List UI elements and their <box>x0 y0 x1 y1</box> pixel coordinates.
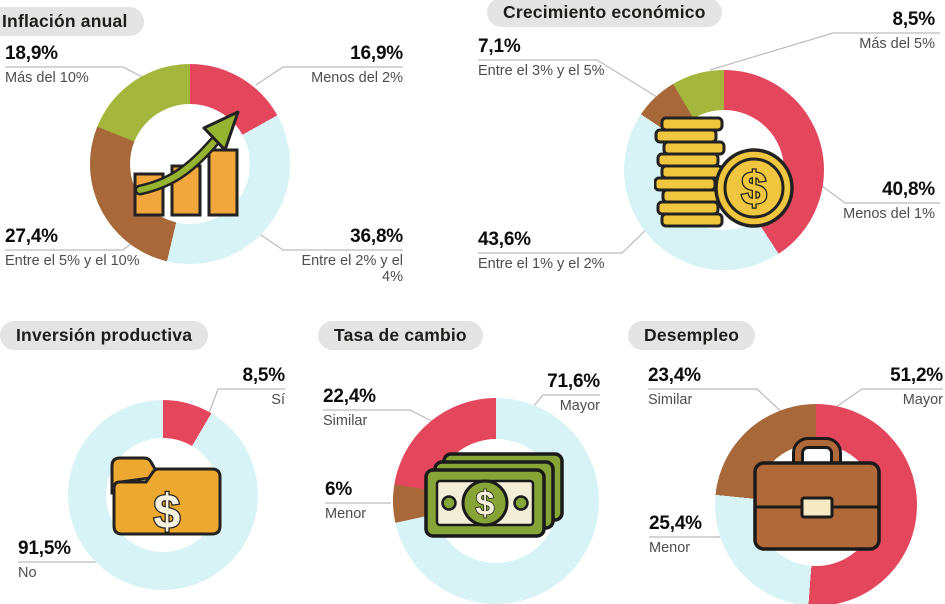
segment-name: Mayor <box>902 392 943 408</box>
segment-name: Menos del 2% <box>311 70 403 86</box>
segment-label: 8,5% Sí <box>185 365 285 409</box>
segment-name: Entre el 2% y el 4% <box>301 253 403 285</box>
segment-percent: 18,9% <box>5 43 58 64</box>
segment-name: Menos del 1% <box>843 206 935 222</box>
segment-percent: 25,4% <box>649 513 702 534</box>
segment-percent: 36,8% <box>350 226 403 247</box>
segment-label: 6% Menor <box>325 479 435 523</box>
segment-label: 43,6% Entre el 1% y el 2% <box>478 229 628 273</box>
chart-title: Tasa de cambio <box>318 321 483 350</box>
segment-label: 7,1% Entre el 3% y el 5% <box>478 36 628 80</box>
segment-label: 91,5% No <box>18 538 158 582</box>
chart-title: Inversión productiva <box>0 321 209 350</box>
coin-stack-icon: $ <box>654 116 794 228</box>
segment-name: Entre el 1% y el 2% <box>478 256 605 272</box>
segment-name: Sí <box>271 392 285 408</box>
chart-title: Desempleo <box>628 321 756 350</box>
segment-percent: 91,5% <box>18 538 71 559</box>
segment-name: Más del 5% <box>859 36 935 52</box>
segment-label: 22,4% Similar <box>323 386 433 430</box>
segment-percent: 8,5% <box>242 365 285 386</box>
segment-name: No <box>18 565 37 581</box>
segment-name: Entre el 3% y el 5% <box>478 63 605 79</box>
money-folder-icon: $ <box>110 456 222 540</box>
segment-label: 8,5% Más del 5% <box>805 9 935 53</box>
svg-text:$: $ <box>154 486 181 539</box>
segment-label: 36,8% Entre el 2% y el 4% <box>278 226 403 286</box>
banknotes-icon: $ <box>424 452 564 538</box>
svg-text:$: $ <box>741 162 767 214</box>
segment-name: Menor <box>325 506 367 522</box>
segment-label: 18,9% Más del 10% <box>5 43 130 87</box>
segment-label: 16,9% Menos del 2% <box>283 43 403 87</box>
segment-percent: 71,6% <box>547 371 600 392</box>
segment-name: Similar <box>323 413 368 429</box>
segment-label: 27,4% Entre el 5% y el 10% <box>5 226 145 270</box>
svg-text:$: $ <box>476 485 495 523</box>
briefcase-icon <box>753 437 881 551</box>
segment-percent: 51,2% <box>890 365 943 386</box>
segment-label: 25,4% Menor <box>649 513 764 557</box>
segment-percent: 43,6% <box>478 229 531 250</box>
chart-title: Crecimiento económico <box>487 0 722 27</box>
segment-name: Menor <box>649 540 691 556</box>
segment-label: 71,6% Mayor <box>490 371 600 415</box>
segment-label: 51,2% Mayor <box>843 365 943 409</box>
segment-label: 23,4% Similar <box>648 365 763 409</box>
segment-percent: 23,4% <box>648 365 701 386</box>
segment-percent: 6% <box>325 479 353 500</box>
segment-percent: 27,4% <box>5 226 58 247</box>
growth-bar-chart-icon <box>133 110 240 217</box>
segment-percent: 8,5% <box>892 9 935 30</box>
segment-name: Similar <box>648 392 693 408</box>
segment-percent: 7,1% <box>478 36 521 57</box>
segment-percent: 16,9% <box>350 43 403 64</box>
segment-name: Más del 10% <box>5 70 89 86</box>
segment-name: Entre el 5% y el 10% <box>5 253 140 269</box>
segment-label: 40,8% Menos del 1% <box>805 179 935 223</box>
segment-percent: 40,8% <box>882 179 935 200</box>
chart-title: Inflación anual <box>0 7 144 36</box>
segment-percent: 22,4% <box>323 386 376 407</box>
segment-name: Mayor <box>559 398 600 414</box>
